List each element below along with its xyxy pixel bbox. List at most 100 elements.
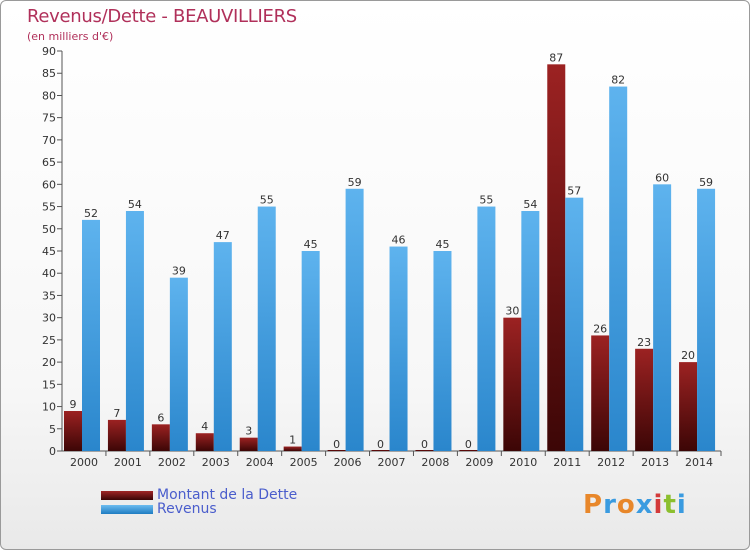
legend-label-revenue: Revenus <box>157 501 217 517</box>
revenue-value-label: 57 <box>567 185 581 198</box>
y-tick-label: 55 <box>42 201 56 214</box>
logo-letter: x <box>635 490 654 520</box>
revenue-bar <box>257 206 276 451</box>
revenue-value-label: 39 <box>172 265 186 278</box>
debt-bar <box>503 317 522 451</box>
x-tick-label: 2004 <box>246 456 274 469</box>
revenue-bar <box>565 197 584 451</box>
legend-label-debt: Montant de la Dette <box>157 487 298 503</box>
debt-value-label: 1 <box>289 434 296 447</box>
debt-value-label: 4 <box>201 420 208 433</box>
chart-title: Revenus/Dette - BEAUVILLIERS <box>27 6 297 27</box>
revenue-value-label: 45 <box>435 238 449 251</box>
y-tick-label: 20 <box>42 356 56 369</box>
debt-bar <box>679 362 698 451</box>
y-tick-label: 50 <box>42 223 56 236</box>
revenue-value-label: 52 <box>84 207 98 220</box>
y-tick-label: 45 <box>42 245 56 258</box>
debt-value-label: 20 <box>681 349 695 362</box>
debt-value-label: 87 <box>549 51 563 64</box>
debt-bar <box>459 450 478 451</box>
debt-bar <box>239 437 258 451</box>
debt-value-label: 6 <box>157 411 164 424</box>
debt-bar <box>327 450 346 451</box>
x-tick-label: 2001 <box>114 456 142 469</box>
chart-subtitle: (en milliers d'€) <box>27 30 114 43</box>
x-tick-label: 2002 <box>158 456 186 469</box>
logo-letter: o <box>616 490 636 520</box>
x-tick-label: 2008 <box>421 456 449 469</box>
debt-bar <box>591 335 610 451</box>
debt-value-label: 0 <box>333 438 340 451</box>
y-tick-label: 15 <box>42 378 56 391</box>
revenue-bar <box>389 246 408 451</box>
proxiti-logo: Proxiti <box>583 490 687 520</box>
revenue-bar <box>697 188 716 451</box>
debt-value-label: 9 <box>70 398 77 411</box>
revenue-value-label: 59 <box>699 176 713 189</box>
x-tick-label: 2014 <box>685 456 713 469</box>
debt-value-label: 7 <box>113 407 120 420</box>
x-tick-label: 2012 <box>597 456 625 469</box>
debt-bar <box>64 411 82 451</box>
x-tick-label: 2011 <box>553 456 581 469</box>
x-tick-label: 2003 <box>202 456 230 469</box>
y-tick-label: 35 <box>42 289 56 302</box>
y-tick-label: 90 <box>42 45 56 58</box>
revenue-bar <box>82 219 100 451</box>
debt-bar <box>283 446 302 451</box>
revenue-bar <box>213 242 232 451</box>
y-tick-label: 5 <box>49 423 56 436</box>
y-tick-label: 30 <box>42 312 56 325</box>
debt-value-label: 23 <box>637 336 651 349</box>
revenue-value-label: 47 <box>216 229 230 242</box>
revenue-value-label: 82 <box>611 74 625 87</box>
revenue-bar <box>653 184 672 452</box>
x-tick-label: 2005 <box>290 456 318 469</box>
logo-letter: r <box>603 490 617 520</box>
x-tick-label: 2010 <box>509 456 537 469</box>
y-tick-label: 85 <box>42 67 56 80</box>
revenue-bar <box>477 206 496 451</box>
debt-bar <box>635 348 654 451</box>
revenue-bar <box>125 211 144 451</box>
x-tick-label: 2006 <box>334 456 362 469</box>
y-tick-label: 80 <box>42 89 56 102</box>
logo-letter: i <box>676 490 687 520</box>
x-tick-label: 2013 <box>641 456 669 469</box>
legend-swatch-revenue <box>101 504 153 514</box>
revenue-value-label: 54 <box>523 198 537 211</box>
debt-bar <box>151 424 170 451</box>
revenue-bar <box>169 277 188 451</box>
revenue-bar <box>609 86 628 452</box>
debt-value-label: 0 <box>465 438 472 451</box>
debt-value-label: 3 <box>245 425 252 438</box>
debt-value-label: 30 <box>505 305 519 318</box>
y-tick-label: 40 <box>42 267 56 280</box>
revenue-value-label: 60 <box>655 171 669 184</box>
debt-value-label: 0 <box>377 438 384 451</box>
x-tick-label: 2009 <box>465 456 493 469</box>
legend-swatch-debt <box>101 490 153 500</box>
legend-item-debt: Montant de la Dette <box>101 487 297 503</box>
x-tick-label: 2000 <box>70 456 98 469</box>
debt-value-label: 0 <box>421 438 428 451</box>
debt-value-label: 26 <box>593 322 607 335</box>
y-tick-label: 60 <box>42 178 56 191</box>
debt-bar <box>195 433 214 451</box>
y-tick-label: 65 <box>42 156 56 169</box>
y-tick-label: 75 <box>42 112 56 125</box>
logo-letter: t <box>663 490 677 520</box>
debt-bar <box>107 419 126 451</box>
revenue-value-label: 59 <box>348 176 362 189</box>
debt-bar <box>415 450 434 451</box>
debt-bar <box>547 64 566 452</box>
debt-bar <box>371 450 390 451</box>
revenue-bar <box>433 251 452 451</box>
y-tick-label: 25 <box>42 334 56 347</box>
x-tick-label: 2007 <box>378 456 406 469</box>
revenue-bar <box>301 251 320 451</box>
revenue-value-label: 54 <box>128 198 142 211</box>
